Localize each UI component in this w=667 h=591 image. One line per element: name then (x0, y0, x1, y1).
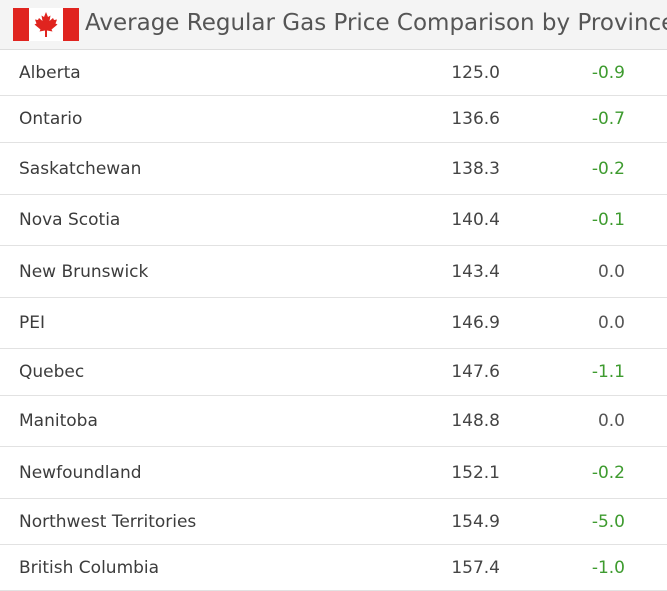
province-name: Quebec (19, 362, 85, 382)
province-name: Newfoundland (19, 462, 142, 483)
table-row: Manitoba 148.8 0.0 (0, 396, 667, 447)
average-price: 140.4 (451, 210, 500, 230)
page-title: Average Regular Gas Price Comparison by … (85, 10, 667, 36)
average-price: 148.8 (451, 411, 500, 431)
price-change: -0.2 (591, 462, 625, 483)
average-price: 125.0 (451, 62, 500, 83)
province-name: Ontario (19, 109, 83, 129)
table-row: Alberta 125.0 -0.9 (0, 50, 667, 96)
price-change: 0.0 (597, 261, 625, 282)
table-row: Ontario 136.6 -0.7 (0, 96, 667, 143)
average-price: 157.4 (451, 557, 500, 578)
table-row: Nova Scotia 140.4 -0.1 (0, 195, 667, 246)
price-change: 0.0 (597, 313, 625, 333)
table-row: British Columbia 157.4 -1.0 (0, 545, 667, 591)
province-name: Nova Scotia (19, 210, 121, 230)
table-row: Saskatchewan 138.3 -0.2 (0, 143, 667, 195)
province-price-list: Alberta 125.0 -0.9 Ontario 136.6 -0.7 Saskatch… (0, 50, 667, 591)
maple-leaf-icon (34, 12, 58, 37)
price-change: -0.1 (591, 210, 625, 230)
average-price: 146.9 (451, 313, 500, 333)
province-name: Manitoba (19, 411, 98, 431)
province-name: Saskatchewan (19, 158, 142, 179)
price-change: -0.9 (591, 62, 625, 83)
flag-left-bar (13, 8, 29, 41)
flag-right-bar (63, 8, 79, 41)
province-name: British Columbia (19, 557, 160, 578)
price-change: -1.0 (591, 557, 625, 578)
province-name: New Brunswick (19, 261, 149, 282)
table-row: New Brunswick 143.4 0.0 (0, 246, 667, 298)
widget-header: Average Regular Gas Price Comparison by … (0, 0, 667, 50)
table-row: Northwest Territories 154.9 -5.0 (0, 499, 667, 545)
average-price: 147.6 (451, 362, 500, 382)
table-row: PEI 146.9 0.0 (0, 298, 667, 349)
average-price: 152.1 (451, 462, 500, 483)
province-name: Alberta (19, 62, 81, 83)
average-price: 138.3 (451, 158, 500, 179)
price-change: -0.7 (591, 109, 625, 129)
price-change: -5.0 (591, 511, 625, 532)
province-name: PEI (19, 313, 46, 333)
table-row: Quebec 147.6 -1.1 (0, 349, 667, 396)
average-price: 154.9 (451, 511, 500, 532)
canada-flag-icon (13, 8, 79, 41)
price-change: -1.1 (591, 362, 625, 382)
price-change: -0.2 (591, 158, 625, 179)
price-change: 0.0 (597, 411, 625, 431)
province-name: Northwest Territories (19, 511, 197, 532)
table-row: Newfoundland 152.1 -0.2 (0, 447, 667, 499)
average-price: 136.6 (451, 109, 500, 129)
average-price: 143.4 (451, 261, 500, 282)
